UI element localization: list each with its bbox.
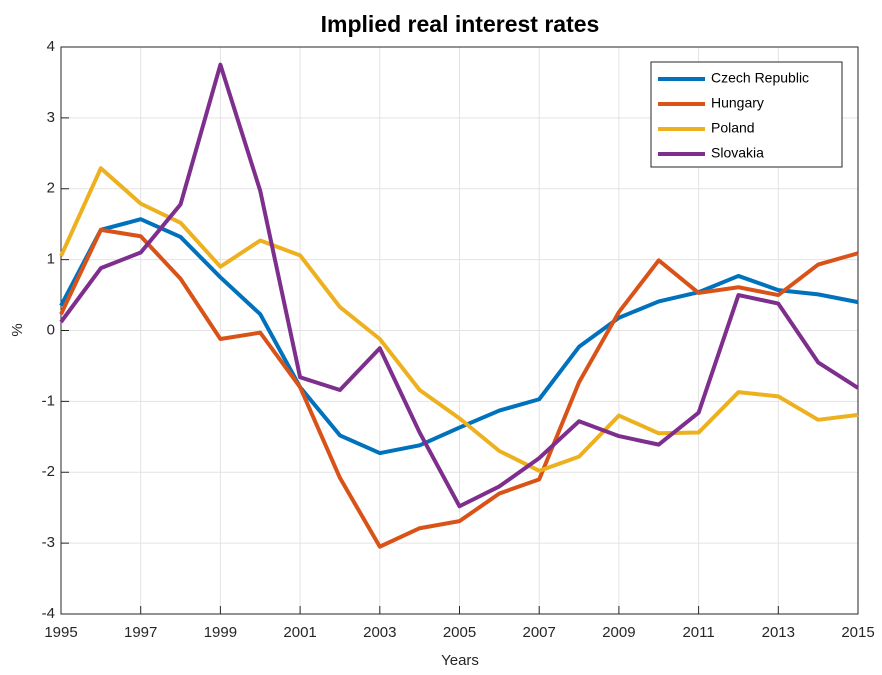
x-tick-label: 2009 xyxy=(602,624,635,641)
x-tick-label: 2013 xyxy=(762,624,795,641)
y-tick-label: 3 xyxy=(47,109,55,126)
x-tick-label: 2005 xyxy=(443,624,476,641)
x-tick-label: 2007 xyxy=(523,624,556,641)
x-tick-label: 1995 xyxy=(44,624,77,641)
legend-label: Czech Republic xyxy=(711,70,809,86)
x-tick-label: 1999 xyxy=(204,624,237,641)
legend-label: Hungary xyxy=(711,95,764,111)
lines xyxy=(59,62,860,549)
series-line xyxy=(59,227,859,549)
x-axis-label: Years xyxy=(441,652,479,669)
y-tick-label: 0 xyxy=(47,321,55,338)
chart-title: Implied real interest rates xyxy=(321,11,600,37)
x-tick-label: 2015 xyxy=(841,624,874,641)
y-tick-label: -1 xyxy=(42,392,55,409)
series-line xyxy=(59,217,859,456)
legend-label: Poland xyxy=(711,120,755,136)
y-tick-label: -3 xyxy=(42,534,55,551)
legend: Czech Republic Hungary Poland Slovakia xyxy=(650,61,843,168)
legend-label: Slovakia xyxy=(711,145,764,161)
x-tick-label: 2003 xyxy=(363,624,396,641)
y-tick-label: -4 xyxy=(42,605,55,622)
y-tick-label: -2 xyxy=(42,463,55,480)
y-tick-label: 4 xyxy=(47,38,55,55)
y-tick-label: 1 xyxy=(47,251,55,268)
series-line xyxy=(59,62,860,509)
y-tick-label: 2 xyxy=(47,180,55,197)
y-axis-label: % xyxy=(9,323,26,336)
series-line xyxy=(59,166,859,473)
axes-box xyxy=(60,46,859,615)
x-tick-label: 2011 xyxy=(682,624,714,641)
x-tick-label: 2001 xyxy=(283,624,316,641)
x-tick-label: 1997 xyxy=(124,624,157,641)
